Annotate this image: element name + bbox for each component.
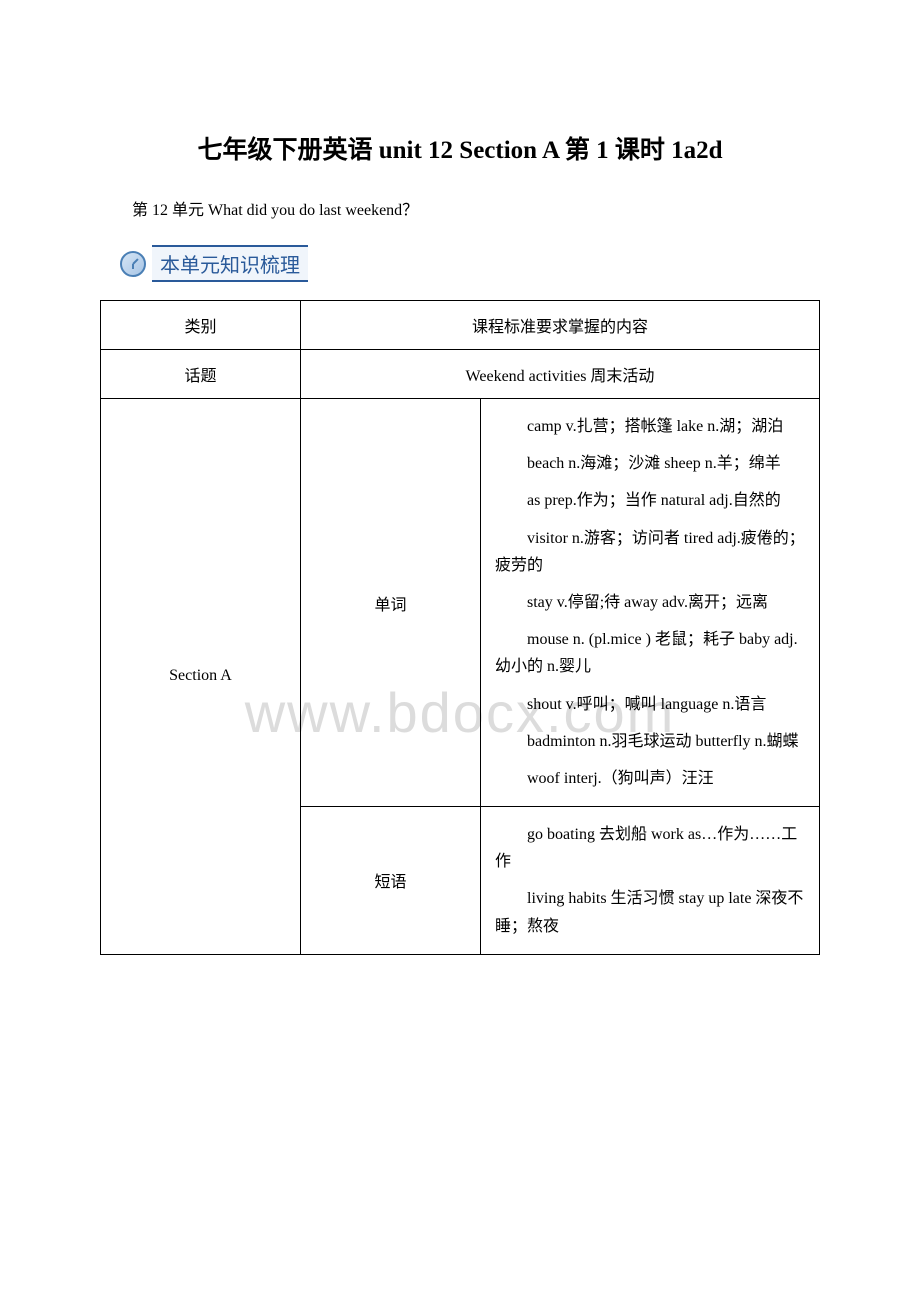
phrase-block: living habits 生活习惯 stay up late 深夜不睡；熬夜	[495, 885, 805, 939]
table-topic-row: 话题 Weekend activities 周末活动	[101, 350, 820, 399]
page-title: 七年级下册英语 unit 12 Section A 第 1 课时 1a2d	[100, 130, 820, 166]
vocab-block: badminton n.羽毛球运动 butterfly n.蝴蝶	[495, 728, 805, 755]
clock-icon	[120, 251, 146, 277]
section-header-text: 本单元知识梳理	[152, 245, 308, 282]
topic-label: 话题	[101, 350, 301, 399]
phrase-block: go boating 去划船 work as…作为……工作	[495, 821, 805, 875]
vocab-block: woof interj.（狗叫声）汪汪	[495, 765, 805, 792]
page-subtitle: 第 12 单元 What did you do last weekend？	[100, 196, 820, 220]
vocab-content: camp v.扎营；搭帐篷 lake n.湖；湖泊 beach n.海滩；沙滩 …	[481, 399, 820, 807]
topic-content: Weekend activities 周末活动	[301, 350, 820, 399]
vocab-block: stay v.停留;待 away adv.离开；远离	[495, 589, 805, 616]
vocab-block: visitor n.游客；访问者 tired adj.疲倦的；疲劳的	[495, 525, 805, 579]
page-wrapper: www.bdocx.com 七年级下册英语 unit 12 Section A …	[0, 0, 920, 995]
phrases-content: go boating 去划船 work as…作为……工作 living hab…	[481, 807, 820, 955]
table-vocab-row: Section A 单词 camp v.扎营；搭帐篷 lake n.湖；湖泊 b…	[101, 399, 820, 807]
header-standard: 课程标准要求掌握的内容	[301, 301, 820, 350]
vocab-label: 单词	[301, 399, 481, 807]
vocab-block: as prep.作为；当作 natural adj.自然的	[495, 487, 805, 514]
section-label: Section A	[101, 399, 301, 955]
vocab-block: shout v.呼叫；喊叫 language n.语言	[495, 691, 805, 718]
vocab-block: camp v.扎营；搭帐篷 lake n.湖；湖泊	[495, 413, 805, 440]
header-category: 类别	[101, 301, 301, 350]
vocab-block: mouse n. (pl.mice ) 老鼠；耗子 baby adj.幼小的 n…	[495, 626, 805, 680]
phrases-label: 短语	[301, 807, 481, 955]
section-header: 本单元知识梳理	[120, 245, 820, 282]
vocab-block: beach n.海滩；沙滩 sheep n.羊；绵羊	[495, 450, 805, 477]
document-page: 七年级下册英语 unit 12 Section A 第 1 课时 1a2d 第 …	[0, 0, 920, 995]
content-table: 类别 课程标准要求掌握的内容 话题 Weekend activities 周末活…	[100, 300, 820, 955]
table-header-row: 类别 课程标准要求掌握的内容	[101, 301, 820, 350]
